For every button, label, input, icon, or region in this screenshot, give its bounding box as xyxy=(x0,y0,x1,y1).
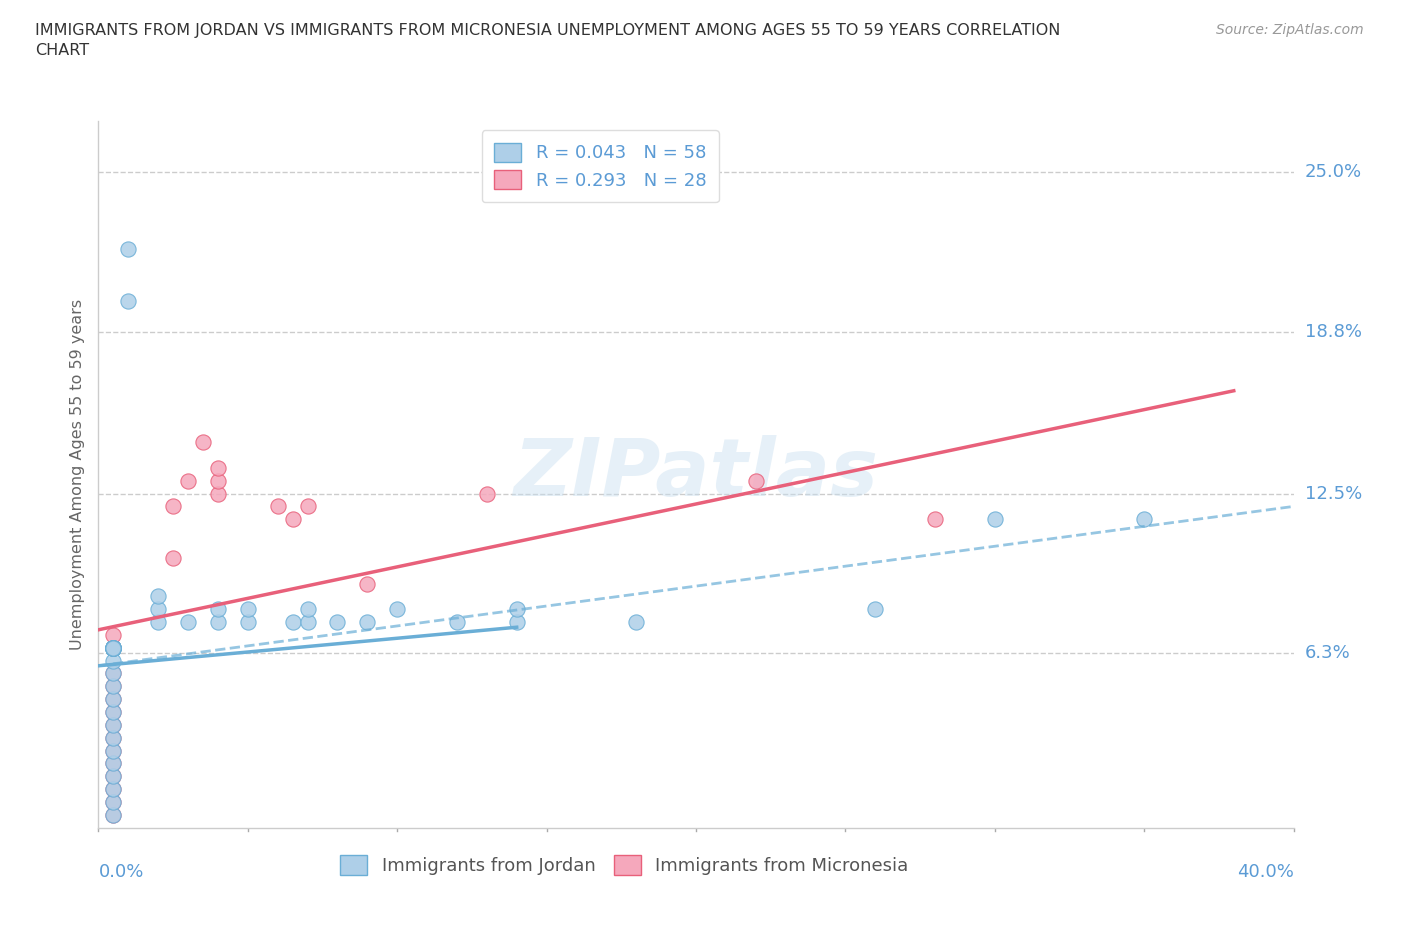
Point xyxy=(326,615,349,630)
Point xyxy=(103,641,125,656)
Point xyxy=(924,512,946,526)
Point xyxy=(103,705,125,720)
Point xyxy=(103,717,125,732)
Point xyxy=(103,641,125,656)
Point xyxy=(103,666,125,681)
Point xyxy=(103,730,125,745)
Point xyxy=(103,743,125,758)
Point xyxy=(297,602,319,617)
Point xyxy=(506,615,529,630)
Point xyxy=(103,641,125,656)
Point xyxy=(103,641,125,656)
Point xyxy=(103,679,125,694)
Point xyxy=(162,499,184,514)
Point xyxy=(177,615,200,630)
Point xyxy=(103,782,125,797)
Point xyxy=(1133,512,1156,526)
Point xyxy=(103,730,125,745)
Point xyxy=(103,641,125,656)
Point xyxy=(103,641,125,656)
Point xyxy=(103,769,125,784)
Point xyxy=(103,641,125,656)
Point xyxy=(356,615,378,630)
Legend: Immigrants from Jordan, Immigrants from Micronesia: Immigrants from Jordan, Immigrants from … xyxy=(333,848,915,883)
Point xyxy=(103,641,125,656)
Point xyxy=(103,641,125,656)
Text: 0.0%: 0.0% xyxy=(98,863,143,881)
Text: 18.8%: 18.8% xyxy=(1305,323,1361,340)
Point xyxy=(626,615,648,630)
Point xyxy=(103,692,125,707)
Point xyxy=(984,512,1007,526)
Point xyxy=(177,473,200,488)
Point xyxy=(103,641,125,656)
Point xyxy=(103,653,125,668)
Point xyxy=(103,807,125,822)
Point xyxy=(103,628,125,643)
Text: 25.0%: 25.0% xyxy=(1305,164,1362,181)
Point xyxy=(103,641,125,656)
Text: 40.0%: 40.0% xyxy=(1237,863,1294,881)
Point xyxy=(103,641,125,656)
Point xyxy=(103,692,125,707)
Text: Source: ZipAtlas.com: Source: ZipAtlas.com xyxy=(1216,23,1364,37)
Point xyxy=(148,602,170,617)
Point xyxy=(191,434,214,449)
Point xyxy=(281,615,304,630)
Text: 12.5%: 12.5% xyxy=(1305,485,1362,502)
Point xyxy=(207,473,229,488)
Point xyxy=(103,641,125,656)
Point xyxy=(446,615,468,630)
Y-axis label: Unemployment Among Ages 55 to 59 years: Unemployment Among Ages 55 to 59 years xyxy=(69,299,84,650)
Point xyxy=(103,743,125,758)
Point xyxy=(103,641,125,656)
Text: IMMIGRANTS FROM JORDAN VS IMMIGRANTS FROM MICRONESIA UNEMPLOYMENT AMONG AGES 55 : IMMIGRANTS FROM JORDAN VS IMMIGRANTS FRO… xyxy=(35,23,1060,58)
Point xyxy=(207,486,229,501)
Point xyxy=(236,615,259,630)
Point xyxy=(103,641,125,656)
Point xyxy=(103,666,125,681)
Text: 6.3%: 6.3% xyxy=(1305,644,1350,662)
Point xyxy=(506,602,529,617)
Point xyxy=(236,602,259,617)
Point xyxy=(356,576,378,591)
Point xyxy=(103,794,125,809)
Point xyxy=(103,794,125,809)
Point xyxy=(207,460,229,475)
Point xyxy=(745,473,768,488)
Point xyxy=(103,717,125,732)
Point xyxy=(103,641,125,656)
Point xyxy=(103,705,125,720)
Point xyxy=(865,602,887,617)
Point xyxy=(103,641,125,656)
Point xyxy=(103,641,125,656)
Point xyxy=(103,782,125,797)
Point xyxy=(267,499,290,514)
Point xyxy=(297,499,319,514)
Point xyxy=(297,615,319,630)
Point xyxy=(103,641,125,656)
Point xyxy=(103,756,125,771)
Point xyxy=(148,589,170,604)
Point xyxy=(281,512,304,526)
Point xyxy=(385,602,409,617)
Text: ZIPatlas: ZIPatlas xyxy=(513,435,879,513)
Point xyxy=(117,293,139,308)
Point xyxy=(103,641,125,656)
Point xyxy=(148,615,170,630)
Point xyxy=(207,615,229,630)
Point xyxy=(103,756,125,771)
Point xyxy=(103,641,125,656)
Point xyxy=(103,807,125,822)
Point xyxy=(207,602,229,617)
Point xyxy=(162,551,184,565)
Point xyxy=(117,242,139,257)
Point xyxy=(475,486,498,501)
Point xyxy=(103,679,125,694)
Point xyxy=(103,769,125,784)
Point xyxy=(103,641,125,656)
Point xyxy=(103,641,125,656)
